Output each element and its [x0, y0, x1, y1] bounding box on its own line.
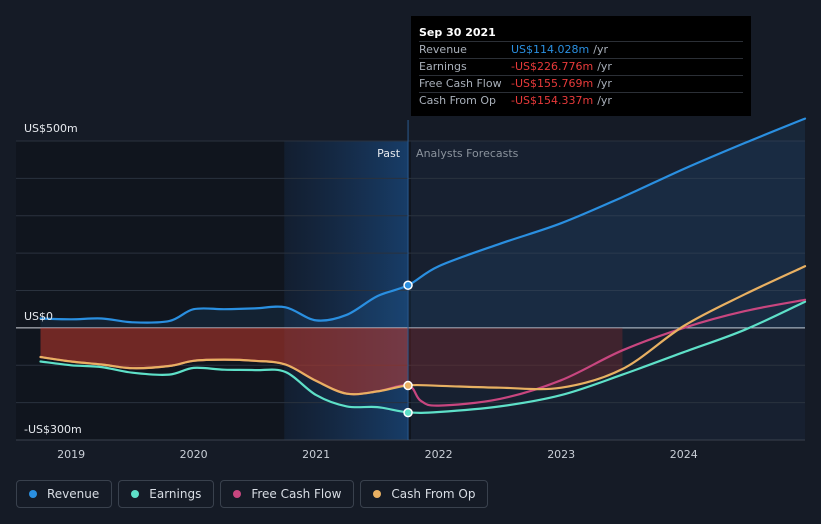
- y-tick-label-top: US$500m: [24, 122, 78, 135]
- legend-dot: [233, 490, 242, 498]
- legend-dot: [29, 490, 37, 498]
- revenue-marker: [403, 280, 413, 291]
- revenue-line: [39, 117, 807, 324]
- tooltip-label: Earnings: [419, 60, 467, 73]
- tooltip-label: Revenue: [419, 43, 467, 56]
- legend-item-earnings[interactable]: Earnings: [118, 480, 215, 508]
- past-label: Past: [377, 147, 401, 160]
- y-tick-label-zero: US$0: [24, 310, 53, 323]
- legend-item-cash-from-op[interactable]: Cash From Op: [360, 480, 489, 508]
- x-tick-label: 2024: [670, 448, 698, 461]
- tooltip-row-cash-from-op: Cash From Op -US$154.337m /yr: [419, 92, 743, 109]
- x-tick-label: 2019: [57, 448, 85, 461]
- legend-label: Cash From Op: [391, 487, 476, 501]
- loss-area-past: [40, 327, 409, 395]
- tooltip-date: Sep 30 2021: [419, 26, 496, 39]
- legend-dot: [131, 490, 140, 498]
- tooltip-unit: /yr: [597, 60, 612, 73]
- tooltip-unit: /yr: [597, 77, 612, 90]
- tooltip-value: -US$154.337m: [511, 94, 594, 107]
- legend-label: Revenue: [47, 487, 100, 501]
- tooltip-value: US$114.028m: [511, 43, 590, 56]
- tooltip-row-earnings: Earnings -US$226.776m /yr: [419, 58, 743, 75]
- tooltip-unit: /yr: [593, 43, 608, 56]
- x-tick-label: 2020: [180, 448, 208, 461]
- legend-item-revenue[interactable]: Revenue: [16, 480, 113, 508]
- x-tick-label: 2023: [547, 448, 575, 461]
- x-tick-label: 2022: [425, 448, 453, 461]
- tooltip-row-free-cash-flow: Free Cash Flow -US$155.769m /yr: [419, 75, 743, 92]
- earnings-marker: [403, 407, 413, 418]
- cash-from-op-line: [39, 265, 807, 396]
- loss-area-forecast: [408, 327, 623, 390]
- tooltip-label: Free Cash Flow: [419, 77, 502, 90]
- legend-dot: [373, 490, 382, 498]
- tooltip-label: Cash From Op: [419, 94, 497, 107]
- tooltip: Sep 30 2021 Revenue US$114.028m /yr Earn…: [411, 16, 751, 116]
- legend-label: Free Cash Flow: [251, 487, 342, 501]
- forecast-label: Analysts Forecasts: [416, 147, 519, 160]
- revenue-area: [40, 118, 805, 328]
- earnings-line: [39, 300, 807, 414]
- tooltip-value: -US$155.769m: [511, 77, 594, 90]
- cash-from-op-marker: [403, 380, 413, 391]
- tooltip-value: -US$226.776m: [511, 60, 594, 73]
- x-tick-label: 2021: [302, 448, 330, 461]
- y-tick-label-bottom: -US$300m: [24, 423, 82, 436]
- tooltip-row-revenue: Revenue US$114.028m /yr: [419, 41, 743, 58]
- legend: Revenue Earnings Free Cash Flow Cash Fro…: [16, 480, 489, 508]
- tooltip-unit: /yr: [597, 94, 612, 107]
- legend-item-free-cash-flow[interactable]: Free Cash Flow: [220, 480, 355, 508]
- legend-label: Earnings: [149, 487, 202, 501]
